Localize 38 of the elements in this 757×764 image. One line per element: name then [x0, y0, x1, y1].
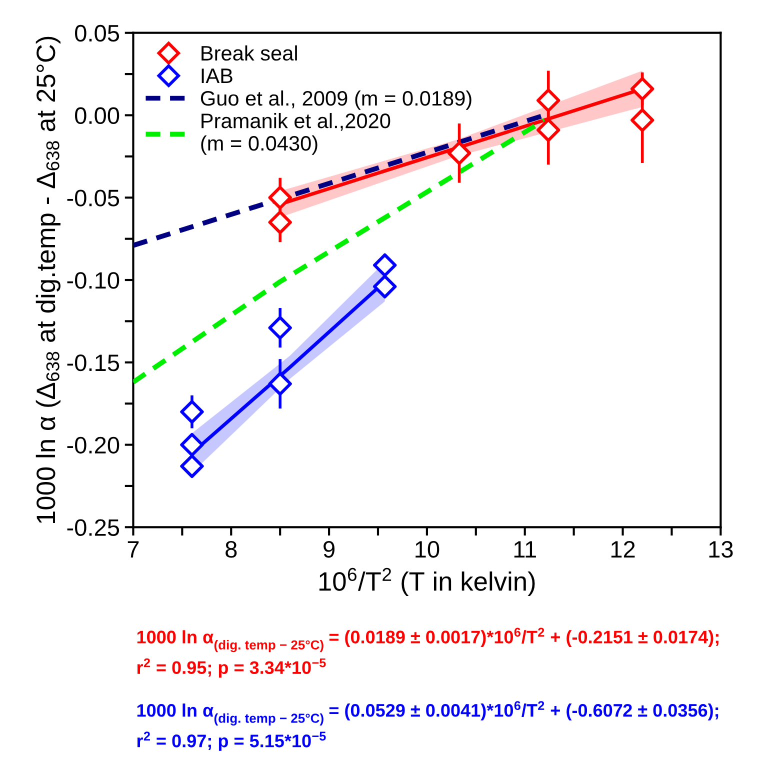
point — [268, 372, 292, 396]
x-tick-label: 8 — [226, 540, 237, 558]
x-tick-label: 7 — [128, 541, 139, 558]
point — [447, 141, 472, 165]
point — [180, 454, 204, 478]
text: r$^{2}$ = 0.95; p = 3.34*10$^{−5}$ — [137, 658, 326, 678]
legend-label: Break seal — [202, 45, 297, 61]
y-tick-label: -0.10 — [67, 272, 120, 289]
x-axis-title: 10$^{6}$/T$^{2}$ (T in kelvin) — [319, 568, 535, 596]
y-tick-label: 0.05 — [75, 24, 120, 42]
y-tick-label: -0.25 — [67, 519, 120, 536]
x-tick-label: 12 — [611, 540, 635, 558]
x-tick-label: 13 — [709, 540, 733, 558]
legend-label: Guo et al., 2009 (m = 0.0189) — [200, 90, 472, 110]
y-tick-label: -0.05 — [67, 190, 120, 206]
text: 1000 ln α(dig. temp − 25°C) = (0.0189 ± 0.0017)*10$^{6}$/T$^{2}$ + (-0.2151 ± 0.0174); — [137, 628, 718, 652]
point — [536, 118, 560, 142]
point — [373, 253, 397, 278]
x-tick-label: 10 — [416, 540, 440, 558]
point — [268, 210, 292, 234]
point — [536, 88, 560, 112]
legend-label: Pramanik et al.,2020 (m = 0.0430) — [201, 112, 390, 155]
point — [180, 400, 204, 424]
point — [373, 274, 397, 298]
text: r$^{2}$ = 0.97; p = 5.15*10$^{−5}$ — [137, 732, 326, 751]
x-tick-label: 11 — [514, 541, 536, 558]
legend-label: IAB — [202, 68, 232, 83]
point — [268, 186, 292, 210]
point — [630, 108, 654, 132]
y-tick-label: 0.00 — [75, 107, 120, 124]
point — [268, 316, 292, 340]
x-tick-label: 9 — [324, 540, 334, 558]
point — [180, 432, 204, 457]
y-axis-title: 1000 ln α (Δ$_{638}$ at dig.temp - Δ$_{638}$ at 25°C) — [36, 36, 60, 524]
point — [630, 77, 654, 101]
text: 1000 ln α(dig. temp − 25°C) = (0.0529 ± 0.0041)*10$^{6}$/T$^{2}$ + (-0.6072 ± 0.0356); — [137, 701, 718, 726]
y-tick-label: -0.20 — [67, 436, 120, 454]
y-tick-label: -0.15 — [67, 354, 120, 372]
